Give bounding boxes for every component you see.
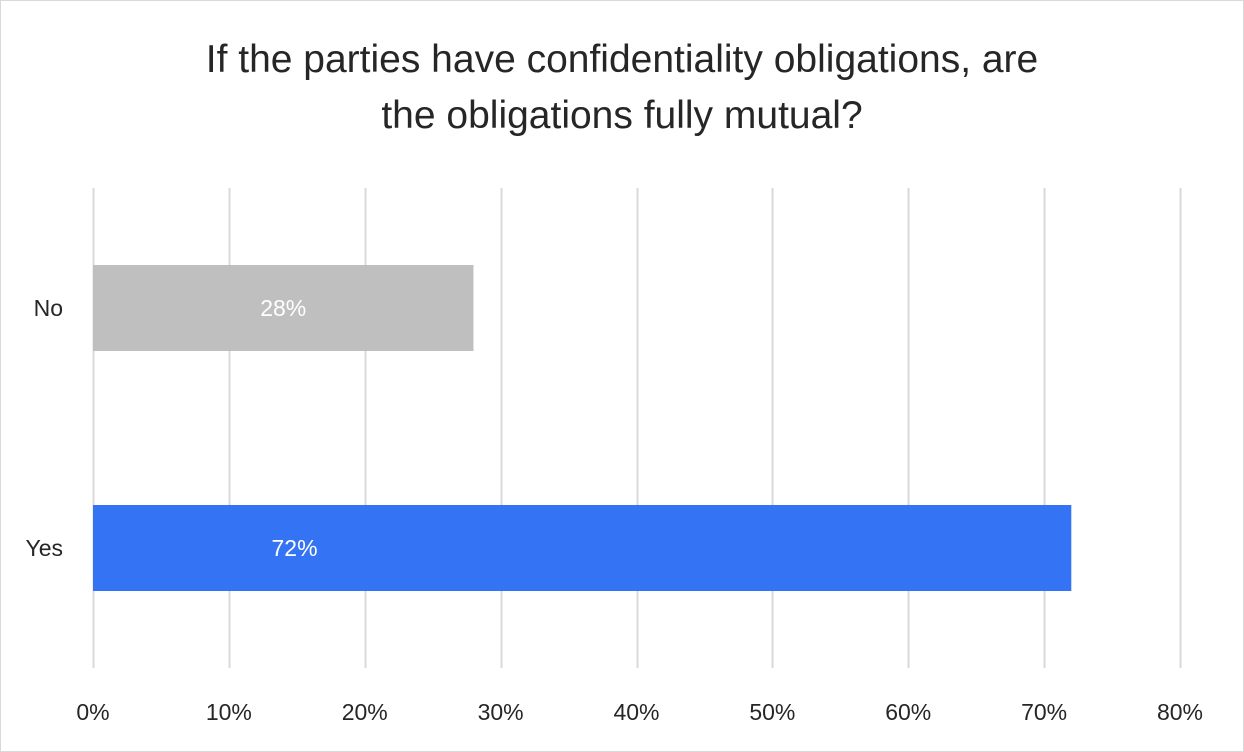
x-tick-label-1: 10% <box>206 699 252 725</box>
bars <box>93 265 1072 591</box>
gridlines <box>92 188 1182 668</box>
data-labels: 28% 72% <box>260 295 317 561</box>
data-label-no: 28% <box>260 295 306 321</box>
bar-yes <box>93 505 1072 591</box>
x-tick-label-5: 50% <box>749 699 795 725</box>
x-tick-label-0: 0% <box>76 699 109 725</box>
x-tick-labels: 0% 10% 20% 30% 40% 50% 60% 70% 80% <box>76 699 1203 725</box>
x-tick-label-7: 70% <box>1021 699 1067 725</box>
bar-no <box>93 265 474 351</box>
chart-title-line-2: the obligations fully mutual? <box>381 94 863 137</box>
x-tick-label-6: 60% <box>885 699 931 725</box>
category-label-no: No <box>34 295 63 321</box>
x-tick-label-8: 80% <box>1157 699 1203 725</box>
x-tick-label-2: 20% <box>342 699 388 725</box>
chart-title-line-1: If the parties have confidentiality obli… <box>205 38 1039 81</box>
category-label-yes: Yes <box>25 535 63 561</box>
x-tick-label-4: 40% <box>613 699 659 725</box>
chart-title: If the parties have confidentiality obli… <box>0 32 1244 144</box>
x-tick-label-3: 30% <box>478 699 524 725</box>
data-label-yes: 72% <box>272 535 318 561</box>
category-labels: No Yes <box>25 295 63 561</box>
